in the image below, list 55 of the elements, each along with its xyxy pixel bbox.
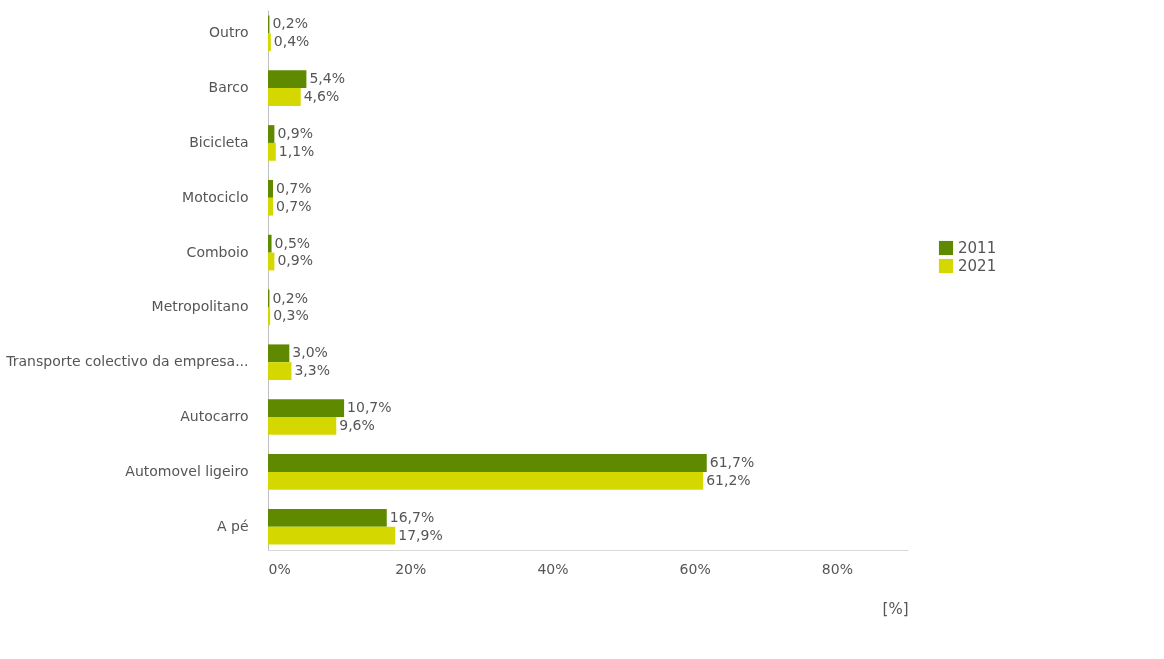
x-tick-label: 60%: [679, 560, 711, 577]
data-label: 17,9%: [398, 526, 443, 543]
bar: [268, 197, 273, 216]
data-label: 4,6%: [303, 88, 340, 105]
data-label: 0,5%: [274, 234, 311, 251]
data-label: 0,2%: [272, 15, 308, 32]
x-axis-title: [%]: [882, 599, 909, 618]
y-tick-label: Metropolitano: [151, 298, 249, 315]
data-label: 0,4%: [273, 33, 310, 50]
bar: [268, 179, 273, 198]
data-label: 3,3%: [294, 362, 331, 379]
bar: [268, 234, 272, 253]
data-label: 0,7%: [275, 179, 312, 196]
bar: [268, 70, 307, 89]
bar: [268, 125, 275, 143]
data-label: 0,7%: [275, 197, 312, 214]
bar: [268, 362, 292, 381]
bar: [268, 526, 396, 545]
y-tick-label: Motociclo: [182, 188, 249, 205]
data-label: 61,2%: [706, 471, 751, 488]
legend-label: 2011: [958, 239, 997, 257]
x-tick-label: 80%: [821, 560, 853, 577]
bar: [268, 417, 337, 435]
data-label: 10,7%: [347, 399, 392, 416]
y-tick-label: Barco: [208, 79, 249, 96]
y-tick-label: Automovel ligeiro: [125, 462, 249, 479]
data-label: 9,6%: [339, 416, 375, 433]
data-label: 16,7%: [389, 508, 435, 525]
data-label: 3,0%: [292, 344, 328, 361]
x-tick-label: 0%: [268, 560, 291, 577]
bar: [268, 33, 271, 52]
data-label: 5,4%: [309, 70, 345, 87]
y-tick-label: Transporte colectivo da empresa...: [5, 353, 249, 370]
bar: [268, 399, 345, 418]
bar: [268, 471, 704, 490]
data-label: 0,3%: [273, 307, 309, 324]
data-label: 0,9%: [277, 252, 313, 269]
bar: [268, 344, 290, 363]
data-label: 1,1%: [278, 142, 315, 159]
x-tick-label: 40%: [537, 560, 569, 577]
bar: [268, 508, 387, 527]
data-label: 61,7%: [709, 453, 755, 470]
y-tick-label: Bicicleta: [189, 133, 249, 150]
y-tick-label: Autocarro: [180, 408, 249, 425]
bar: [268, 88, 301, 106]
y-tick-label: Outro: [209, 24, 249, 41]
y-tick-label: A pé: [216, 517, 249, 534]
bar: [268, 142, 276, 161]
legend-label: 2021: [958, 257, 997, 275]
y-tick-label: Comboio: [186, 243, 249, 260]
x-tick-label: 20%: [395, 560, 427, 577]
data-label: 0,2%: [272, 289, 308, 306]
data-label: 0,9%: [277, 125, 313, 142]
bar: [268, 307, 271, 326]
bar: [268, 454, 707, 472]
